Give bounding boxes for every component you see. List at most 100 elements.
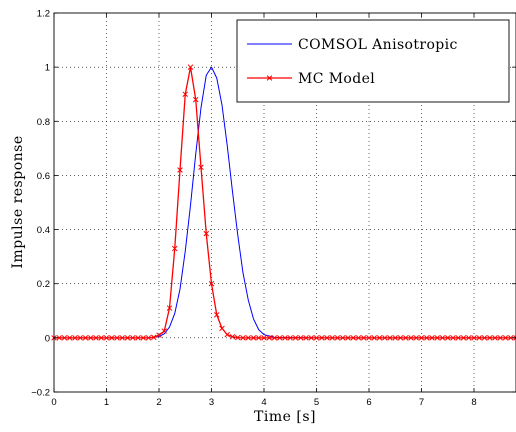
x-tick-label: 4 xyxy=(261,397,266,408)
series-1-point xyxy=(198,164,204,171)
y-tick-label: 0.6 xyxy=(37,171,50,182)
series-1-point xyxy=(187,64,194,70)
series-1-point xyxy=(360,335,367,341)
x-tick-label: 1 xyxy=(104,397,109,408)
y-tick-label: 1 xyxy=(45,63,50,74)
series-1-point xyxy=(182,91,189,97)
series-1-point xyxy=(318,335,325,341)
series-1-point xyxy=(282,335,288,341)
series-1-point xyxy=(402,335,409,341)
legend-marker-mc xyxy=(266,75,273,81)
series-1-point xyxy=(234,334,241,341)
series-1-point xyxy=(387,335,393,341)
y-tick-label: 0.4 xyxy=(37,225,50,236)
legend-x-marker xyxy=(266,75,273,81)
series-1-point xyxy=(56,335,63,341)
series-1-point xyxy=(345,335,351,341)
series-1-point xyxy=(413,335,420,341)
series-1-point xyxy=(103,335,110,341)
series-1-point xyxy=(423,335,430,341)
series-1-point xyxy=(261,335,267,341)
y-tick-label: 0.2 xyxy=(37,279,50,290)
series-1-point xyxy=(371,335,378,341)
series-1-point xyxy=(408,335,414,341)
series-1-point xyxy=(77,335,84,341)
series-1-point xyxy=(255,335,262,341)
x-tick-label: 3 xyxy=(209,397,214,408)
series-1-point xyxy=(156,332,162,338)
series-1-point xyxy=(292,335,299,341)
series-1-point xyxy=(324,335,330,341)
x-tick-label: 2 xyxy=(156,397,161,408)
series-1-point xyxy=(213,312,220,318)
series-1-point xyxy=(366,335,372,341)
series-1-point xyxy=(334,335,341,341)
x-tick-label: 0 xyxy=(51,397,56,408)
series-1-point xyxy=(481,335,488,341)
series-1-point xyxy=(276,335,283,341)
series-1-point xyxy=(460,335,467,341)
series-1-point xyxy=(119,335,126,341)
series-1-point xyxy=(497,335,504,341)
series-1-point xyxy=(350,335,357,341)
y-tick-label: 0 xyxy=(45,333,50,344)
series-1-point xyxy=(507,335,514,341)
legend-label-comsol: COMSOL Anisotropic xyxy=(298,37,458,53)
plot-frame xyxy=(53,12,516,393)
ticks: 0 1 2 3 4 5 6 7 8−0.200.20.40.60.811.2 xyxy=(31,9,516,408)
series-1-point xyxy=(439,335,446,341)
series-layer xyxy=(51,64,516,341)
series-1-point xyxy=(397,335,404,341)
series-1-point xyxy=(250,335,257,341)
series-1-point xyxy=(61,335,68,341)
series-1-point xyxy=(219,325,225,332)
legend: COMSOL Anisotropic MC Model xyxy=(236,19,510,103)
y-tick-label: 0.8 xyxy=(37,117,50,128)
series-1-point xyxy=(224,331,231,338)
x-tick-label: 6 xyxy=(366,397,371,408)
series-1-point xyxy=(471,335,477,341)
series-1-point xyxy=(492,335,498,341)
series-1-point xyxy=(135,335,141,341)
series-1-point xyxy=(513,335,516,341)
series-1-point xyxy=(418,335,425,341)
series-1-point xyxy=(140,335,147,341)
series-1-point xyxy=(240,335,246,341)
legend-label-mc: MC Model xyxy=(298,71,375,87)
series-1-point xyxy=(486,335,493,341)
series-1-point xyxy=(450,335,456,341)
series-1-point xyxy=(444,335,451,341)
series-1-point xyxy=(297,335,304,341)
series-1-point xyxy=(208,280,215,287)
series-1-point xyxy=(329,335,336,341)
series-1-point xyxy=(66,335,73,341)
series-1-point xyxy=(166,305,173,311)
series-1-point xyxy=(376,335,383,341)
series-1-point xyxy=(339,335,346,341)
series-1-point xyxy=(303,335,309,341)
series-1-point xyxy=(98,335,105,341)
series-1-point xyxy=(93,335,99,341)
series-1-point xyxy=(192,96,199,103)
series-1-point xyxy=(145,335,152,341)
series-1-point xyxy=(287,335,294,341)
series-1-point xyxy=(114,335,120,341)
series-1-point xyxy=(161,328,168,334)
series-1-point xyxy=(308,335,315,341)
series-1-point xyxy=(355,335,362,341)
x-axis-label: Time [s] xyxy=(254,409,316,425)
series-1-point xyxy=(108,335,115,341)
series-1-point xyxy=(476,335,483,341)
series-1-point xyxy=(129,335,136,341)
series-1-point xyxy=(434,335,441,341)
series-1-point xyxy=(124,335,131,341)
series-1-point xyxy=(87,335,94,341)
series-1-point xyxy=(203,230,210,237)
series-1-point xyxy=(177,167,183,173)
series-1-point xyxy=(229,334,236,340)
series-1-point xyxy=(266,335,273,341)
x-tick-label: 7 xyxy=(419,397,424,408)
series-1-point xyxy=(245,335,252,341)
series-1-point xyxy=(271,335,278,341)
